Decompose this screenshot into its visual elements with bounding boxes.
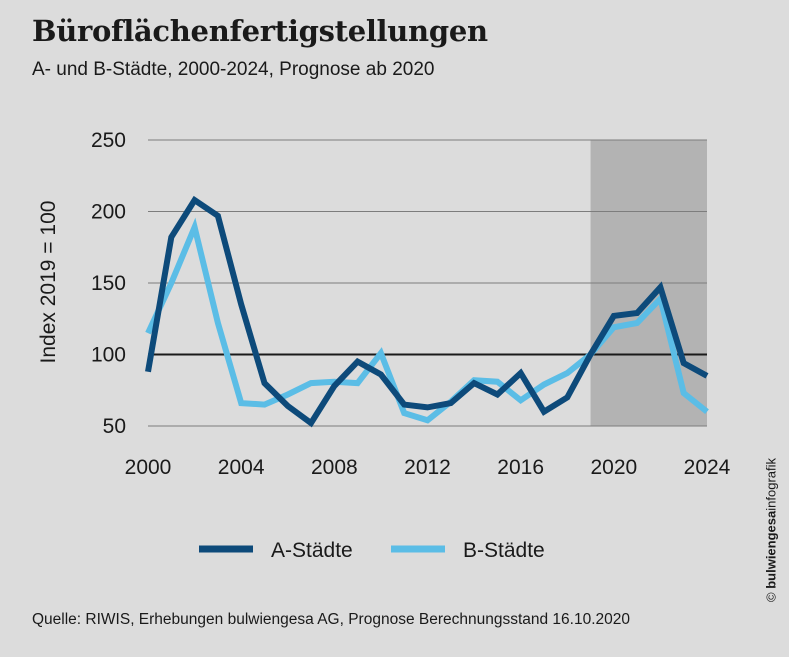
legend-label-b-städte: B-Städte <box>463 539 545 562</box>
copyright-symbol: © <box>763 592 779 602</box>
x-tick-label-2008: 2008 <box>311 456 358 479</box>
x-tick-label-2012: 2012 <box>404 456 451 479</box>
source-note: Quelle: RIWIS, Erhebungen bulwiengesa AG… <box>32 611 631 628</box>
line-chart: 50 100 150 200 250 2000 2004 2008 2012 2016 2020 2… <box>37 129 731 562</box>
chart-title: Büroflächenfertigstellungen <box>32 14 488 48</box>
y-tick-label-200: 200 <box>91 201 126 224</box>
x-tick-label-2000: 2000 <box>125 456 172 479</box>
x-tick-label-2016: 2016 <box>497 456 544 479</box>
credit-suffix: infografik <box>763 458 779 511</box>
x-tick-label-2020: 2020 <box>590 456 637 479</box>
series-line-a-städte <box>145 195 709 428</box>
y-tick-label-100: 100 <box>91 344 126 367</box>
y-tick-label-250: 250 <box>91 129 126 152</box>
y-tick-label-50: 50 <box>103 415 126 438</box>
chart-subtitle: A- und B-Städte, 2000-2024, Prognose ab … <box>32 59 435 80</box>
series-line-b-städte <box>145 217 709 424</box>
y-axis-title: Index 2019 = 100 <box>37 201 60 364</box>
x-tick-label-2004: 2004 <box>218 456 265 479</box>
credit-label: © bulwiengesainfografik <box>764 458 779 602</box>
y-tick-label-150: 150 <box>91 272 126 295</box>
x-tick-label-2024: 2024 <box>684 456 731 479</box>
credit-brand: bulwiengesa <box>763 510 779 589</box>
legend-label-a-städte: A-Städte <box>271 539 353 562</box>
